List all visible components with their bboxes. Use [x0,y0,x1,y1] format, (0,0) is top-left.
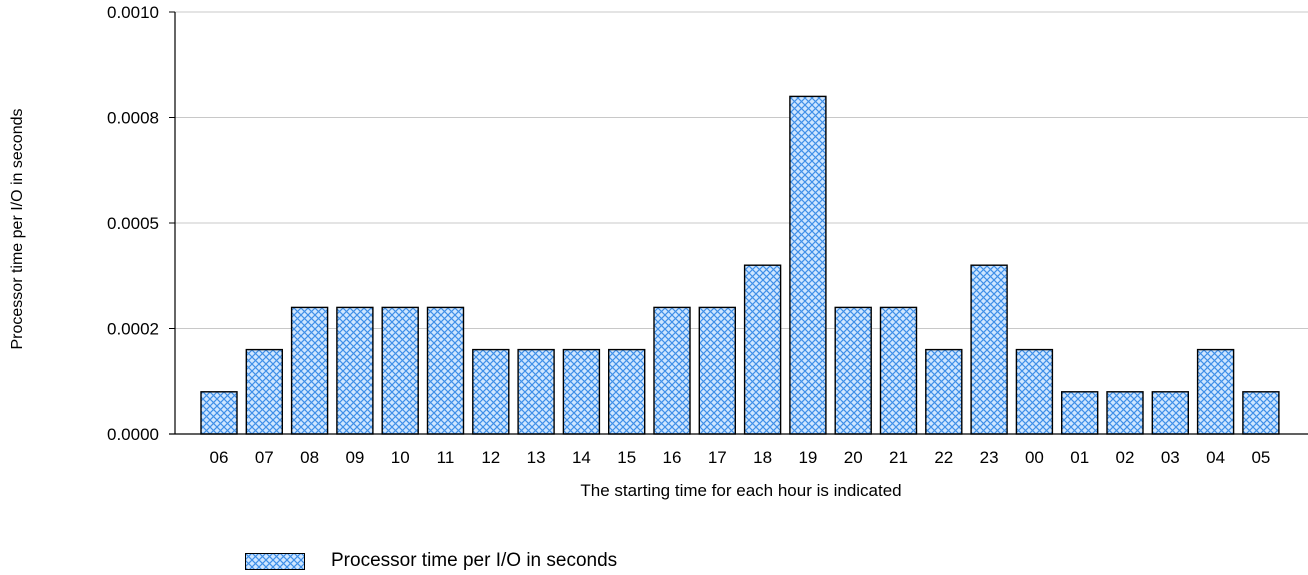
bar-23 [970,264,1008,435]
x-tick-label: 11 [437,448,455,467]
bar-06 [200,391,238,435]
axes [169,11,1308,435]
x-tick-label: 19 [798,448,817,467]
x-tick-label: 05 [1251,448,1270,467]
y-axis-title: Processor time per I/O in seconds [9,109,26,350]
x-tick-label: 10 [391,448,410,467]
y-tick-label: 0.0010 [107,3,159,22]
bar-05 [1242,391,1280,435]
bar-21 [879,306,918,435]
x-tick-label: 09 [345,448,364,467]
y-tick-label: 0.0000 [107,425,159,444]
x-tick-label: 21 [889,448,908,467]
bar-11 [426,306,465,435]
x-tick-label: 03 [1161,448,1180,467]
bar-12 [472,348,510,435]
x-tick-label: 15 [617,448,636,467]
tick-labels: 0.0000 0.0002 0.0005 0.0008 0.0010 06 07 08 09 10… [107,3,1270,467]
bar-14 [562,348,601,435]
bar-01 [1060,391,1099,435]
bar-17 [698,306,736,435]
y-tick-label: 0.0002 [107,320,159,339]
x-axis-title: The starting time for each hour is indic… [580,481,901,500]
bar-16 [653,306,691,435]
bar-10 [381,306,419,435]
x-tick-label: 07 [255,448,274,467]
bar-22 [925,348,963,435]
x-tick-label: 01 [1070,448,1089,467]
bar-08 [290,306,329,435]
y-tick-label: 0.0008 [107,109,159,128]
x-tick-label: 12 [481,448,500,467]
bar-19 [789,95,827,435]
y-tick-label: 0.0005 [107,214,159,233]
x-tick-label: 20 [844,448,863,467]
x-tick-label: 13 [527,448,546,467]
x-tick-label: 14 [572,448,591,467]
gridlines [175,11,1308,329]
x-tick-label: 02 [1116,448,1135,467]
x-tick-label: 06 [210,448,229,467]
x-tick-label: 23 [980,448,999,467]
legend-swatch [245,552,305,570]
x-tick-label: 08 [300,448,319,467]
x-tick-label: 22 [934,448,953,467]
bar-13 [517,348,555,435]
bar-20 [834,306,872,435]
x-tick-label: 00 [1025,448,1044,467]
bar-00 [1015,348,1054,435]
legend: Processor time per I/O in seconds [245,550,617,572]
x-tick-label: 17 [708,448,727,467]
bar-09 [336,306,374,435]
bar-02 [1106,391,1144,435]
x-tick-label: 16 [663,448,682,467]
x-tick-label: 04 [1206,448,1225,467]
bar-15 [608,348,646,435]
bar-04 [1196,348,1235,435]
bar-07 [245,348,284,435]
bars [200,95,1280,435]
legend-label: Processor time per I/O in seconds [331,550,618,571]
bar-03 [1151,391,1190,435]
x-tick-label: 18 [753,448,772,467]
bar-18 [743,264,782,435]
